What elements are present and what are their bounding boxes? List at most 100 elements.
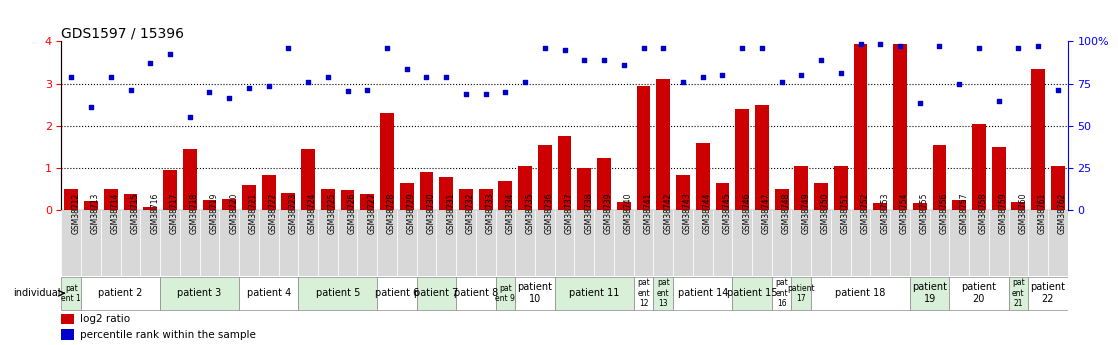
Text: GSM38756: GSM38756 — [939, 193, 948, 235]
Bar — [1012, 202, 1025, 210]
Text: GSM38743: GSM38743 — [683, 193, 692, 235]
Point — [181, 115, 199, 120]
Point — [911, 100, 929, 106]
Bar — [200, 210, 219, 276]
Bar — [910, 277, 949, 310]
Text: GSM38745: GSM38745 — [722, 193, 731, 235]
Text: GSM38748: GSM38748 — [781, 193, 790, 234]
Bar — [101, 210, 121, 276]
Bar — [673, 277, 732, 310]
Point — [496, 89, 514, 95]
Bar — [519, 166, 532, 210]
Bar — [61, 329, 74, 340]
Bar — [594, 210, 614, 276]
Bar — [949, 277, 1008, 310]
Text: GSM38731: GSM38731 — [446, 193, 455, 234]
Text: GSM38724: GSM38724 — [309, 193, 318, 234]
Text: GSM38760: GSM38760 — [1018, 193, 1027, 235]
Bar — [262, 175, 275, 210]
Bar — [301, 149, 315, 210]
Text: GSM38713: GSM38713 — [91, 193, 101, 234]
Point — [871, 41, 889, 46]
Bar — [419, 172, 434, 210]
Bar — [239, 277, 299, 310]
Bar — [104, 189, 117, 210]
Bar — [299, 210, 318, 276]
Text: pat
ent 9: pat ent 9 — [495, 284, 515, 303]
Bar — [992, 147, 1005, 210]
Bar — [831, 210, 851, 276]
Text: GSM38716: GSM38716 — [150, 193, 159, 234]
Text: GSM38720: GSM38720 — [229, 193, 238, 234]
Text: percentile rank within the sample: percentile rank within the sample — [79, 330, 256, 340]
Point — [733, 45, 751, 50]
Bar — [397, 210, 417, 276]
Text: GSM38759: GSM38759 — [998, 193, 1007, 235]
Point — [832, 70, 850, 76]
Bar — [321, 189, 334, 210]
Text: pat
ent
13: pat ent 13 — [657, 278, 670, 308]
Point — [63, 75, 80, 80]
Point — [713, 72, 731, 78]
Point — [141, 60, 159, 65]
Text: GSM38728: GSM38728 — [387, 193, 396, 234]
Bar — [949, 210, 969, 276]
Text: GSM38737: GSM38737 — [565, 193, 574, 235]
Text: GDS1597 / 15396: GDS1597 / 15396 — [61, 26, 184, 40]
Bar — [299, 277, 377, 310]
Bar — [538, 145, 552, 210]
Bar — [141, 210, 160, 276]
Point — [1049, 87, 1067, 93]
Text: GSM38749: GSM38749 — [802, 193, 811, 235]
Point — [694, 75, 712, 80]
Bar — [910, 210, 929, 276]
Bar — [732, 277, 771, 310]
Bar — [160, 277, 239, 310]
Bar — [124, 194, 138, 210]
Bar — [536, 210, 555, 276]
Point — [300, 79, 318, 84]
Bar — [479, 189, 493, 210]
Point — [793, 72, 811, 78]
Point — [437, 75, 455, 80]
Bar — [436, 210, 456, 276]
Bar — [202, 200, 217, 210]
Text: GSM38758: GSM38758 — [979, 193, 988, 234]
Bar — [121, 210, 141, 276]
Text: GSM38732: GSM38732 — [466, 193, 475, 234]
Bar — [695, 143, 710, 210]
Bar — [969, 210, 988, 276]
Text: patient 7: patient 7 — [414, 288, 458, 298]
Bar — [656, 79, 670, 210]
Bar — [972, 124, 986, 210]
Point — [220, 96, 238, 101]
Bar — [400, 183, 414, 210]
Bar — [771, 210, 792, 276]
Bar — [893, 43, 907, 210]
Text: GSM38762: GSM38762 — [1058, 193, 1067, 234]
Text: GSM38757: GSM38757 — [959, 193, 968, 235]
Bar — [65, 189, 78, 210]
Bar — [755, 105, 769, 210]
Bar — [617, 202, 631, 210]
Text: GSM38712: GSM38712 — [72, 193, 80, 234]
Point — [635, 45, 653, 50]
Text: GSM38761: GSM38761 — [1039, 193, 1048, 234]
Point — [615, 62, 633, 67]
Point — [82, 104, 100, 110]
Point — [517, 79, 534, 84]
Point — [102, 75, 120, 80]
Point — [259, 83, 277, 89]
Text: patient 8: patient 8 — [454, 288, 498, 298]
Bar — [417, 210, 436, 276]
Point — [417, 75, 435, 80]
Text: patient 18: patient 18 — [835, 288, 885, 298]
Text: GSM38738: GSM38738 — [585, 193, 594, 234]
Point — [773, 79, 790, 84]
Text: pat
ent
21: pat ent 21 — [1012, 278, 1025, 308]
Point — [359, 87, 377, 93]
Bar — [873, 203, 888, 210]
Bar — [163, 170, 177, 210]
Point — [319, 75, 337, 80]
Point — [1030, 43, 1048, 48]
